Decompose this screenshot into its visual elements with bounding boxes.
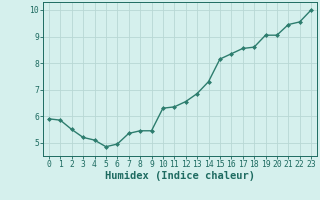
X-axis label: Humidex (Indice chaleur): Humidex (Indice chaleur) xyxy=(105,171,255,181)
